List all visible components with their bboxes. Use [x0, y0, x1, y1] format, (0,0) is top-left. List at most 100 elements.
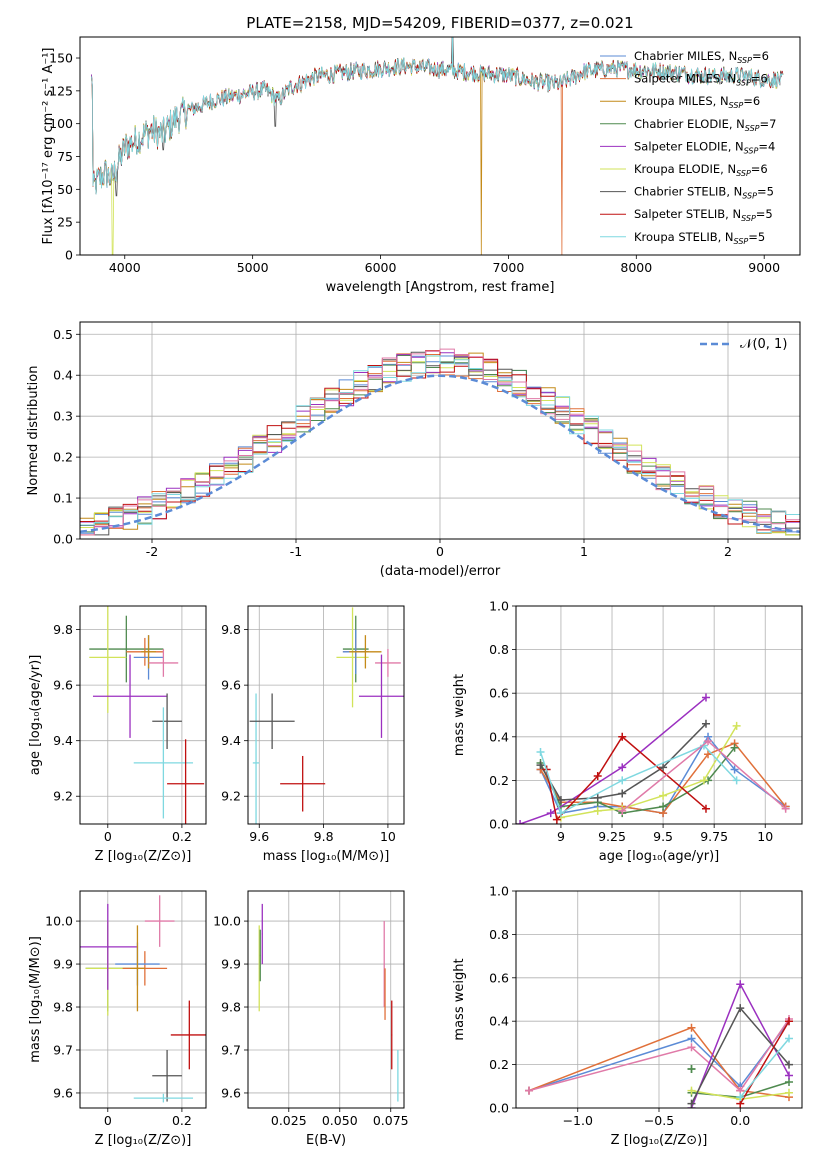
legend-label: Chabrier ELODIE, NSSP=7	[634, 117, 776, 133]
legend-label: Salpeter MILES, NSSP=6	[634, 72, 768, 88]
legend-label-name: Kroupa STELIB, N	[634, 230, 734, 244]
axes-frame	[79, 321, 801, 540]
y-tick-label: 9.6	[221, 1085, 241, 1100]
x-tick-label: 10	[757, 829, 773, 844]
y-axis-label: mass weight	[452, 674, 467, 756]
legend-label-sub: SSP	[741, 214, 756, 223]
plot-area	[258, 903, 399, 1102]
y-tick-label: 9.7	[53, 1042, 73, 1057]
weight-marker	[701, 804, 710, 813]
x-tick-label: 9.75	[700, 829, 728, 844]
legend-label-sub: SSP	[736, 79, 751, 88]
plot-area	[249, 607, 404, 824]
weight-marker	[525, 1086, 533, 1095]
x-tick-label: 9.8	[314, 829, 334, 844]
legend-label-tail: =6	[752, 49, 769, 63]
x-tick-label: 5000	[237, 260, 269, 275]
legend-label-name: Salpeter MILES, N	[634, 72, 736, 86]
legend-label: Kroupa STELIB, NSSP=5	[634, 230, 765, 246]
x-tick-label: -2	[146, 544, 158, 559]
x-axis-label: Z [log₁₀(Z/Z⊙)]	[611, 1133, 708, 1148]
x-tick-label: 4000	[109, 260, 141, 275]
legend-label-name: Kroupa ELODIE, N	[634, 162, 736, 176]
legend-label: Kroupa ELODIE, NSSP=6	[634, 162, 768, 178]
legend-label-tail: =7	[760, 117, 777, 131]
x-axis-label: Z [log₁₀(Z/Z⊙)]	[95, 1133, 192, 1148]
weight-marker	[618, 806, 627, 815]
weight-marker	[781, 804, 790, 813]
y-axis-label: Flux [fλ10⁻¹⁷ erg cm⁻² s⁻¹ A⁻¹]	[41, 48, 56, 245]
weight_vs_z-axes: −1.0 −0.5 0.0 0.0 0.2 0.4 0.6 0.8 1.0 Z [log₁₀(Z/…	[452, 884, 803, 1148]
legend-label-sub: SSP	[734, 237, 749, 246]
x-tick-label: 9	[557, 829, 565, 844]
weight-marker	[701, 719, 710, 728]
y-tick-label: 0.0	[489, 817, 509, 832]
y-tick-label: 0.1	[53, 491, 73, 506]
y-tick-label: 0.2	[53, 450, 73, 465]
weight-marker	[785, 1034, 793, 1043]
legend-label-name: Salpeter STELIB, N	[634, 207, 741, 221]
y-tick-label: 0.2	[489, 773, 509, 788]
weight-marker	[704, 750, 713, 759]
plot-area	[80, 348, 800, 536]
y-tick-label: 0.5	[53, 327, 73, 342]
weight-marker	[732, 721, 741, 730]
y-tick-label: 50	[57, 182, 73, 197]
weight-marker	[618, 789, 627, 798]
legend-label-name: Kroupa MILES, N	[634, 94, 729, 108]
x-tick-label: 9.6	[249, 829, 269, 844]
weight-marker	[699, 741, 708, 750]
x-tick-label: 8000	[620, 260, 652, 275]
legend-label-sub: SSP	[742, 192, 757, 201]
weight-line-kroupa_stelib	[739, 1038, 790, 1098]
y-tick-label: 75	[57, 149, 73, 164]
weight-marker	[687, 1023, 696, 1032]
weight-marker	[736, 1004, 745, 1013]
y-tick-label: 9.2	[53, 789, 73, 804]
axes-frame	[79, 36, 801, 256]
x-tick-label: 0.2	[172, 829, 192, 844]
plot-area	[525, 980, 793, 1108]
weight-marker	[556, 796, 565, 805]
y-tick-label: 9.9	[53, 957, 73, 972]
y-axis-label: age [log₁₀(age/yr)]	[28, 655, 43, 776]
axes-frame	[515, 605, 803, 825]
y-axis-label: Normed distribution	[26, 366, 41, 496]
weight-marker	[687, 1034, 696, 1043]
weight-marker	[732, 776, 741, 785]
legend-label-sub: SSP	[737, 56, 752, 65]
x-tick-label: 9.25	[598, 829, 626, 844]
weight-marker	[699, 776, 708, 785]
y-tick-label: 9.8	[53, 622, 73, 637]
x-tick-label: 0.2	[172, 1113, 192, 1128]
x-tick-label: 1	[580, 544, 588, 559]
x-tick-label: 10	[380, 829, 396, 844]
y-tick-label: 0.0	[489, 1101, 509, 1116]
normal-curve	[80, 374, 800, 534]
weight-marker	[785, 1071, 793, 1080]
x-tick-label: -1	[290, 544, 302, 559]
weight-marker	[785, 1060, 793, 1069]
weight-marker	[687, 1043, 696, 1052]
x-tick-label: −1.0	[563, 1113, 593, 1128]
histogram-kroupa_stelib	[80, 355, 800, 534]
weight-marker	[704, 737, 713, 746]
x-tick-label: 0	[436, 544, 444, 559]
legend-label-tail: =5	[748, 230, 765, 244]
y-tick-label: 0.4	[489, 1014, 509, 1029]
plot-area	[80, 895, 206, 1103]
legend-label-name: Chabrier ELODIE, N	[634, 117, 745, 131]
weight-line-kroupa_elodie	[560, 725, 738, 819]
x-axis-label: age [log₁₀(age/yr)]	[599, 849, 720, 864]
weight-line-salpeter_elodie	[519, 697, 707, 824]
y-tick-label: 0	[65, 248, 73, 263]
weight-marker	[736, 1093, 745, 1102]
spectrum-line-kroupa_stelib	[91, 57, 784, 195]
axes-frame	[515, 890, 803, 1109]
legend-label: Salpeter STELIB, NSSP=5	[634, 207, 773, 223]
age_vs_mass-axes: 9.6 9.8 10 9.2 9.4 9.6 9.8 mass [log₁₀(M/M⊙)]	[221, 605, 405, 864]
y-tick-label: 9.7	[221, 1042, 241, 1057]
y-tick-label: 100	[49, 116, 73, 131]
y-tick-label: 10.0	[213, 914, 241, 929]
y-tick-label: 1.0	[489, 599, 509, 614]
